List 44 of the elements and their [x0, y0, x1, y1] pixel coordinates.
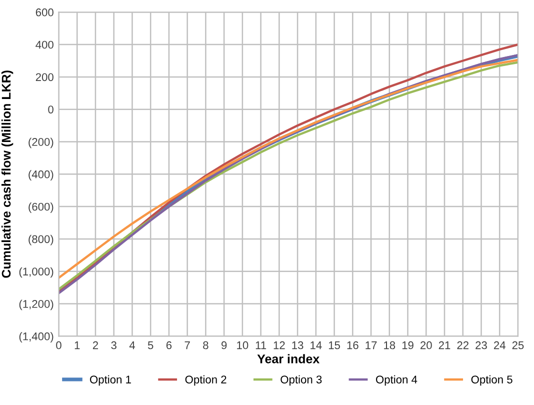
legend-label: Option 1: [90, 375, 131, 386]
y-tick-label: 400: [36, 40, 54, 49]
x-axis-title: Year index: [257, 354, 320, 364]
x-tick-label: 4: [129, 341, 135, 350]
x-tick-label: 25: [512, 341, 524, 350]
y-tick-label: 200: [36, 73, 54, 82]
x-tick-label: 19: [402, 341, 414, 350]
y-tick-label: (1,400): [19, 332, 54, 342]
x-tick-label: 6: [166, 341, 172, 350]
x-tick-label: 12: [274, 341, 285, 350]
x-tick-label: 14: [310, 341, 322, 350]
x-tick-label: 2: [92, 341, 98, 350]
x-tick-label: 16: [347, 341, 358, 350]
x-tick-label: 7: [184, 341, 190, 350]
x-tick-label: 15: [328, 341, 340, 350]
y-tick-label: (1,000): [19, 267, 54, 278]
x-tick-label: 21: [438, 341, 450, 350]
legend-label: Option 5: [471, 375, 512, 386]
x-tick-label: 23: [476, 341, 487, 350]
x-tick-label: 0: [56, 341, 62, 350]
y-tick-label: (600): [28, 202, 54, 213]
x-tick-label: 8: [203, 341, 208, 350]
x-tick-label: 5: [148, 341, 154, 350]
y-tick-label: (1,200): [19, 300, 54, 310]
x-tick-label: 13: [292, 341, 304, 350]
y-tick-label: 600: [36, 8, 54, 16]
x-tick-label: 22: [457, 341, 468, 350]
legend-label: Option 3: [280, 375, 322, 386]
x-tick-label: 17: [366, 341, 377, 350]
y-axis-title: Cumulative cash flow (Million LKR): [1, 70, 14, 278]
x-tick-label: 18: [384, 341, 396, 350]
legend-label: Option 4: [376, 375, 418, 386]
y-tick-label: 0: [48, 106, 54, 114]
x-tick-label: 11: [256, 341, 266, 350]
legend-label: Option 2: [185, 375, 226, 386]
x-tick-label: 10: [237, 341, 248, 350]
x-tick-label: 1: [74, 341, 80, 350]
x-tick-label: 20: [420, 341, 432, 350]
y-tick-label: (800): [28, 234, 54, 246]
y-tick-label: (200): [28, 138, 54, 148]
x-tick-label: 9: [222, 341, 227, 350]
x-tick-label: 3: [111, 341, 116, 350]
y-tick-label: (400): [28, 170, 54, 180]
x-tick-label: 24: [494, 341, 506, 350]
